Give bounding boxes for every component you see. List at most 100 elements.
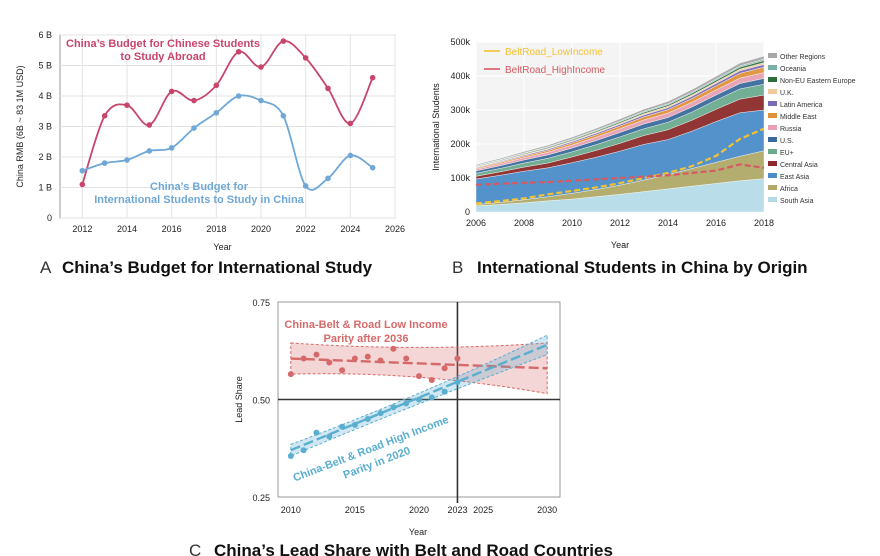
panel-b-legend-label: U.K. — [780, 90, 794, 97]
panel-a-xtick-label: 2014 — [117, 224, 137, 234]
panel-b-legend-swatch — [768, 161, 777, 166]
panel-a-data-point — [280, 113, 287, 119]
panel-c-data-point — [441, 365, 448, 372]
panel-a-ytick-label: 4 B — [38, 91, 52, 101]
panel-b-legend-label: Middle East — [780, 114, 817, 121]
panel-c-data-point — [428, 377, 435, 383]
panel-b-legend-swatch — [768, 89, 777, 94]
panel-a-title: China’s Budget for International Study — [62, 258, 373, 277]
panel-c-data-point — [403, 400, 410, 407]
panel-a-xtick-label: 2016 — [162, 224, 182, 234]
panel-b-legend-swatch — [768, 101, 777, 106]
panel-c-series-label: Parity after 2036 — [324, 333, 409, 345]
panel-a-data-point — [302, 55, 309, 61]
panel-c-data-point — [454, 355, 461, 362]
panel-c-data-point — [313, 351, 320, 358]
panel-b-xtick-label: 2010 — [562, 218, 582, 228]
panel-c-ytick-label: 0.50 — [252, 396, 270, 406]
panel-c-data-point — [454, 378, 461, 385]
panel-a-data-point — [168, 88, 175, 95]
panel-b-legend-label: East Asia — [780, 174, 809, 181]
panel-b-xaxis-label: Year — [611, 240, 629, 250]
panel-b-area-other-regions — [475, 55, 765, 166]
panel-b-ytick-label: 100k — [450, 173, 470, 183]
panel-a-data-point — [191, 97, 197, 104]
panel-a-ytick-label: 5 B — [38, 61, 52, 71]
panel-c-data-point — [364, 416, 371, 422]
panel-b-legend-swatch — [768, 197, 777, 202]
panel-b-xtick-label: 2012 — [610, 218, 630, 228]
panel-c-xtick-label: 2010 — [281, 505, 301, 515]
panel-a-data-point — [325, 85, 331, 92]
panel-a-data-point — [235, 48, 242, 55]
panel-c-xtick-label: 2023 — [447, 505, 467, 515]
panel-a-data-point — [124, 102, 130, 108]
panel-c-fit-line — [290, 343, 548, 452]
panel-b-legend-swatch — [768, 173, 777, 178]
panel-c-ytick-label: 0.75 — [252, 298, 270, 308]
panel-b-xtick-label: 2018 — [754, 218, 774, 228]
panel-a-xaxis-label: Year — [213, 242, 231, 252]
panel-c-data-point — [287, 453, 294, 460]
panel-c-data-point — [300, 355, 307, 362]
panel-c-series-label: China-Belt & Road Low Income — [284, 319, 447, 331]
panel-c-data-point — [441, 388, 448, 395]
panel-a-data-point — [101, 113, 108, 119]
panel-a-data-point — [168, 145, 175, 151]
panel-c-data-point — [300, 447, 307, 454]
panel-b-legend-label: Africa — [780, 186, 798, 193]
panel-b-letter: B — [452, 258, 463, 277]
panel-a-data-point — [258, 64, 264, 70]
panel-a-ytick-label: 2 B — [38, 152, 52, 162]
panel-c-data-point — [377, 410, 384, 417]
panel-a-budget-chart: 0 1 B 2 B 3 B 4 B 5 B 6 B 2012 2014 2016 2018 2020 2… — [15, 30, 405, 277]
panel-b-legend-label: Non-EU Eastern Europe — [780, 78, 856, 85]
panel-a-letter: A — [40, 258, 52, 277]
panel-b-legend-label: South Asia — [780, 198, 814, 205]
panel-a-data-point — [302, 183, 309, 189]
panel-c-letter: C — [189, 541, 201, 556]
panel-a-ytick-label: 0 — [47, 213, 52, 223]
panel-c-xtick-label: 2015 — [345, 505, 365, 515]
panel-b-ytick-label: 300k — [450, 105, 470, 115]
panel-a-data-point — [79, 167, 86, 174]
panel-a-ytick-label: 6 B — [38, 30, 52, 40]
panel-b-legend-label: U.S. — [780, 138, 794, 145]
panel-b-legend-label: Central Asia — [780, 162, 818, 169]
panel-a-series-label: China’s Budget for — [150, 181, 249, 193]
panel-c-data-point — [390, 345, 397, 352]
panel-a-data-point — [280, 38, 287, 44]
panel-b-ytick-label: 200k — [450, 139, 470, 149]
panel-b-legend-swatch — [768, 185, 777, 190]
panel-c-data-point — [351, 421, 358, 428]
panel-b-ytick-label: 0 — [465, 207, 470, 217]
panel-a-data-point — [146, 148, 153, 154]
panel-a-xtick-label: 2018 — [206, 224, 226, 234]
panel-c-title: China’s Lead Share with Belt and Road Co… — [214, 541, 613, 556]
panel-c-lead-share-chart: 0.25 0.50 0.75 2010 2015 2020 2023 2025 2030 Year… — [189, 298, 613, 556]
panel-b-xtick-label: 2016 — [706, 218, 726, 228]
panel-a-xtick-label: 2020 — [251, 224, 271, 234]
panel-a-data-point — [369, 164, 376, 171]
panel-b-title: International Students in China by Origi… — [477, 258, 808, 277]
panel-b-dashed-line — [475, 163, 765, 186]
panel-a-series-label: International Students to Study in China — [94, 194, 304, 206]
panel-b-legend-swatch — [768, 137, 777, 142]
panel-b-line-legend-label: BeltRoad_HighIncome — [505, 65, 605, 76]
panel-c-xtick-label: 2030 — [537, 505, 557, 515]
panel-a-xtick-label: 2024 — [340, 224, 360, 234]
panel-b-ytick-label: 500k — [450, 37, 470, 47]
panel-a-data-point — [369, 74, 376, 81]
panel-b-legend-label: Other Regions — [780, 54, 826, 61]
panel-c-xaxis-label: Year — [409, 527, 427, 537]
panel-c-data-point — [313, 429, 320, 436]
panel-a-xtick-label: 2022 — [296, 224, 316, 234]
panel-b-xtick-label: 2006 — [466, 218, 486, 228]
panel-b-legend-swatch — [768, 65, 777, 70]
panel-c-data-point — [287, 371, 294, 378]
panel-b-legend-swatch — [768, 53, 777, 58]
panel-b-legend-label: Latin America — [780, 102, 823, 109]
panel-c-data-point — [339, 423, 346, 430]
panel-b-legend-label: Oceania — [780, 66, 806, 73]
